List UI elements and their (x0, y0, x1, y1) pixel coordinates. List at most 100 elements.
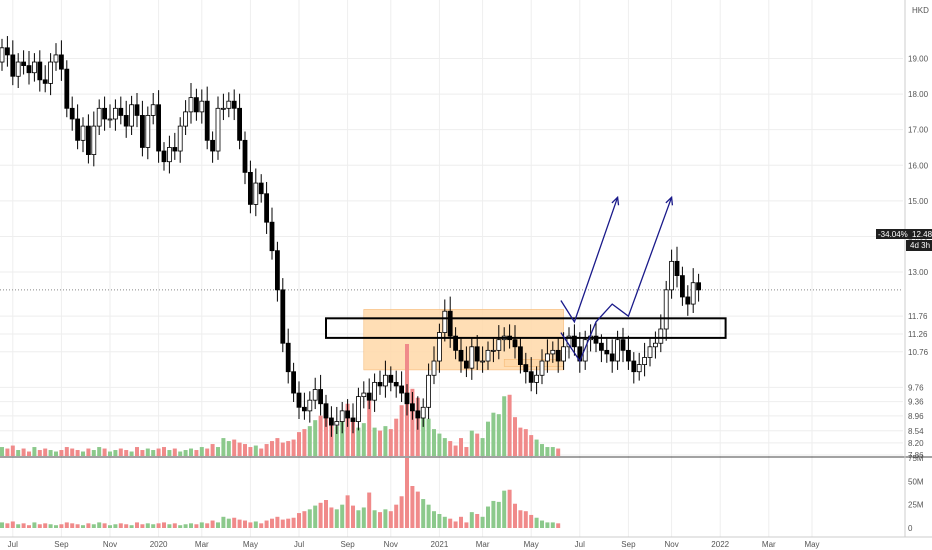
volume-bar-overlay (302, 429, 307, 456)
volume-bar (86, 523, 91, 528)
time-axis[interactable]: Jul Sep Nov 2020 Mar May Jul Sep Nov 2021 Mar May Ju… (8, 540, 820, 549)
volume-bar-overlay (156, 448, 161, 456)
volume-bar (496, 501, 501, 528)
volume-bar-overlay (453, 445, 458, 456)
volume-bar-overlay (437, 433, 442, 456)
key-level-rectangle[interactable] (325, 317, 727, 339)
volume-bar-overlay (199, 447, 204, 456)
volume-bar-overlay (496, 414, 501, 456)
currency-label: HKD (912, 6, 929, 15)
candle-body (582, 339, 588, 362)
time-tick-label: Nov (664, 540, 678, 549)
volume-bar (550, 522, 555, 528)
volume-bar-overlay (334, 426, 339, 456)
candle-body (26, 65, 32, 74)
price-tick-label: 11.26 (908, 330, 928, 339)
projection-path[interactable] (560, 197, 619, 324)
candle-body (48, 61, 53, 84)
volume-bar-overlay (329, 423, 334, 456)
volume-bar (108, 525, 112, 528)
candle-body (636, 364, 642, 373)
candle-body (361, 392, 367, 398)
volume-bar (10, 521, 15, 528)
volume-bar-overlay (286, 441, 291, 456)
volume-bar-overlay (205, 448, 210, 456)
price-tick-label: 9.36 (908, 398, 924, 407)
candle-body (210, 139, 216, 152)
price-axis[interactable]: 19.0018.0017.0016.0015.0014.0013.0011.76… (908, 54, 929, 533)
volume-bar (280, 519, 285, 528)
candle-body (102, 107, 107, 120)
volume-bar (448, 518, 453, 528)
volume-bar-overlay (480, 438, 485, 456)
candle-body (285, 342, 291, 373)
volume-bar (324, 500, 328, 528)
candle-body (415, 410, 421, 419)
candle-body (658, 328, 664, 344)
price-tick-label: 11.76 (908, 312, 928, 321)
volume-bar-overlay (86, 448, 91, 456)
drawing-box[interactable] (325, 317, 727, 339)
candle-body (334, 421, 340, 426)
volume-bar (0, 522, 4, 528)
volume-bar (297, 513, 301, 528)
candle-body (431, 360, 437, 376)
candle-body (129, 104, 135, 127)
candle-body (685, 296, 691, 305)
projection-arrows[interactable] (560, 195, 674, 363)
price-badge: -34.04% 12.48 4d 3h (876, 229, 932, 251)
volume-bar (480, 516, 485, 528)
volume-bar (43, 523, 48, 528)
volume-bar (189, 523, 193, 528)
candle-body (447, 310, 453, 337)
candle-body (166, 147, 172, 163)
volume-bar-overlay (475, 433, 480, 456)
volume-bar-overlay (448, 441, 453, 456)
volume-bar (16, 524, 21, 528)
candle-body (113, 107, 118, 120)
volume-bar-overlay (540, 444, 544, 456)
volume-bar-overlay (464, 447, 469, 456)
candle-body (620, 339, 626, 351)
volume-bar-overlay (367, 399, 372, 456)
time-tick-label: 2021 (431, 540, 449, 549)
time-tick-label: Mar (762, 540, 776, 549)
last-price-text: 12.48 (912, 230, 932, 239)
volume-bar-overlay (145, 448, 150, 456)
volume-bar-overlay (189, 448, 193, 456)
candle-body (123, 115, 129, 127)
candle-body (442, 310, 448, 333)
volume-bar-overlay (113, 450, 118, 456)
volume-bar-overlay (129, 451, 134, 456)
candle-body (220, 107, 226, 110)
time-tick-label: Jul (8, 540, 18, 549)
price-tick-label: 10.76 (908, 348, 929, 357)
candle-body (647, 346, 653, 358)
arrow-head (611, 195, 620, 206)
candle-body (80, 125, 86, 141)
candle-body (204, 100, 210, 141)
volume-bar (259, 523, 264, 528)
volume-bar (172, 523, 177, 528)
volume-bar (540, 520, 544, 528)
candle-body (0, 47, 5, 63)
volume-bar (345, 495, 350, 528)
volume-bar-overlay (16, 450, 21, 456)
volume-bar-overlay (162, 447, 166, 456)
volume-bar-overlay (259, 448, 264, 456)
volume-bar (307, 509, 312, 528)
candle-body (274, 250, 280, 291)
volume-bar-overlay (513, 417, 517, 456)
volume-bar (545, 522, 550, 528)
candle-body (188, 97, 194, 113)
candle-body (609, 353, 615, 362)
volume-bar (383, 509, 388, 528)
candle-body (512, 339, 518, 348)
volume-bar-overlay (394, 418, 399, 456)
projection-path[interactable] (560, 197, 673, 363)
volume-bar (351, 505, 355, 528)
volume-bar (145, 523, 150, 528)
candle-body (64, 68, 70, 109)
candle-body (69, 107, 75, 120)
